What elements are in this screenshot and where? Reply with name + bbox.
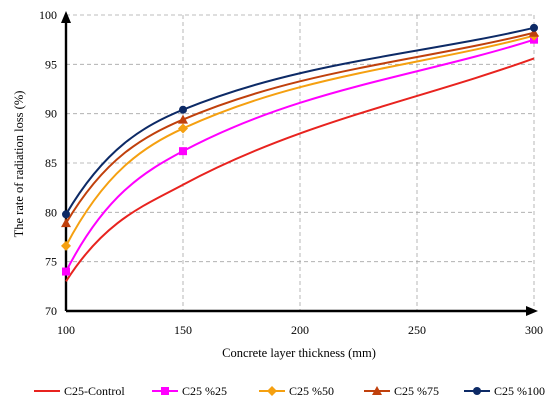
series-lines [61, 23, 539, 282]
y-tick-label: 75 [45, 255, 57, 269]
data-point-marker [178, 114, 188, 124]
data-point-marker [61, 218, 71, 228]
data-point-marker [178, 123, 188, 134]
legend-item: C25-Control [34, 384, 125, 398]
legend: C25-Control C25 %25 C25 %50 C25 %75 C25 %100 [34, 384, 545, 398]
data-point-marker [529, 27, 539, 37]
data-point-marker [62, 210, 70, 219]
data-point-marker [530, 23, 538, 32]
tick-labels: 100 150 200 250 300 70 75 80 85 90 95 100 [39, 8, 543, 337]
legend-marker [161, 387, 169, 395]
y-tick-label: 70 [45, 304, 57, 318]
legend-item: C25 %50 [259, 384, 334, 398]
x-tick-label: 200 [291, 323, 309, 337]
legend-label: C25 %25 [182, 384, 227, 398]
legend-marker [372, 386, 382, 395]
y-tick-label: 95 [45, 57, 57, 71]
y-tick-label: 100 [39, 8, 57, 22]
data-point-marker [62, 267, 70, 276]
legend-label: C25 %100 [494, 384, 545, 398]
series-line [65, 57, 535, 282]
axes [61, 11, 538, 316]
series-5 [62, 23, 538, 219]
x-axis-title: Concrete layer thickness (mm) [222, 346, 376, 360]
series-line [65, 26, 535, 215]
x-tick-label: 100 [57, 323, 75, 337]
data-point-marker [179, 147, 187, 156]
x-axis-arrow [526, 306, 538, 316]
y-tick-label: 90 [45, 107, 57, 121]
grid-lines [66, 14, 535, 311]
legend-label: C25 %50 [289, 384, 334, 398]
legend-marker [473, 387, 481, 395]
series-line [65, 34, 535, 247]
series-line [65, 31, 535, 224]
legend-label: C25-Control [64, 384, 125, 398]
series-3 [61, 30, 539, 251]
y-tick-label: 85 [45, 156, 57, 170]
x-tick-label: 150 [174, 323, 192, 337]
legend-item: C25 %100 [464, 384, 545, 398]
x-tick-label: 300 [525, 323, 543, 337]
y-tick-label: 80 [45, 205, 57, 219]
legend-marker [267, 386, 277, 396]
data-point-marker [61, 240, 71, 251]
legend-item: C25 %75 [364, 384, 439, 398]
y-axis-title: The rate of radiation loss (%) [12, 91, 26, 238]
legend-label: C25 %75 [394, 384, 439, 398]
data-point-marker [179, 105, 187, 114]
y-axis-arrow [61, 11, 71, 23]
series-1 [65, 57, 535, 282]
series-line [65, 38, 535, 272]
legend-item: C25 %25 [152, 384, 227, 398]
x-tick-label: 250 [408, 323, 426, 337]
series-4 [61, 27, 539, 228]
